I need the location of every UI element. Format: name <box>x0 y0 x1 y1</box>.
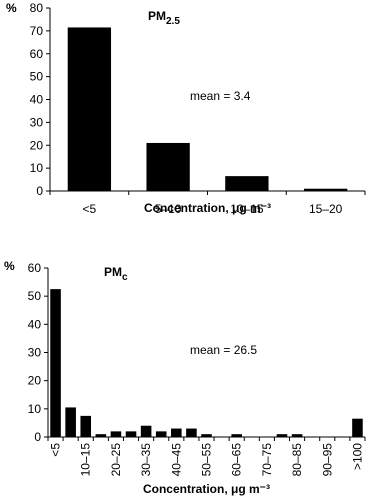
annotation: mean = 26.5 <box>190 343 257 357</box>
bar <box>95 434 107 437</box>
chart: PMc% Concentration, μg m⁻³ mean = 26.5 0 10 2… <box>4 259 366 496</box>
chart-title: PM2.5 <box>148 9 180 27</box>
x-axis-label: Concentration, μg m⁻³ <box>143 482 270 496</box>
x-tick-label: 80–85 <box>290 443 304 477</box>
bar <box>201 434 212 437</box>
y-axis-label: % <box>4 259 15 273</box>
title-main: PM <box>104 265 122 279</box>
bar <box>291 434 303 437</box>
x-tick-label: 10–15 <box>79 443 93 477</box>
x-axis-label: Concentration, μg m⁻³ <box>144 201 271 215</box>
x-tick-label: 5–10 <box>155 202 182 216</box>
bar <box>110 431 122 437</box>
y-tick-label: 40 <box>28 317 42 331</box>
bar <box>67 27 112 191</box>
y-tick-label: 10 <box>30 161 44 175</box>
y-tick-label: 0 <box>36 184 43 198</box>
bar <box>303 188 348 191</box>
x-tick-label: 15–20 <box>309 202 343 216</box>
y-tick-label: 30 <box>30 115 44 129</box>
bar <box>186 428 197 437</box>
y-tick-label: 20 <box>28 374 42 388</box>
chart-title: PMc <box>104 265 128 283</box>
bar <box>155 431 167 437</box>
title-subscript: 2.5 <box>166 16 180 27</box>
x-tick-label: 10–15 <box>230 202 264 216</box>
bar <box>276 434 288 437</box>
bar <box>146 142 190 191</box>
bar <box>352 418 363 437</box>
y-tick-label: 70 <box>30 24 44 38</box>
y-tick-label: 80 <box>30 1 44 15</box>
bar <box>225 176 269 191</box>
y-tick-label: 20 <box>30 138 44 152</box>
x-tick-label: 70–75 <box>260 443 274 477</box>
bar <box>80 415 92 437</box>
bar <box>171 428 182 437</box>
y-tick-label: 40 <box>30 93 44 107</box>
x-tick-label: 40–45 <box>169 443 183 477</box>
y-tick-label: 30 <box>28 346 42 360</box>
y-tick-label: 50 <box>28 289 42 303</box>
x-tick-label: >100 <box>350 443 364 470</box>
y-tick-label: 10 <box>28 402 42 416</box>
bar <box>140 425 152 437</box>
bar <box>125 431 137 437</box>
y-tick-label: 60 <box>30 47 44 61</box>
title-main: PM <box>148 9 166 23</box>
x-tick-label: <5 <box>83 202 97 216</box>
x-tick-label: 60–65 <box>230 443 244 477</box>
bar <box>50 289 61 437</box>
chart: PM2.5% Concentration, μg m⁻³ mean = 3.4 0 10… <box>6 1 366 216</box>
y-axis-label: % <box>6 1 17 15</box>
annotation: mean = 3.4 <box>190 89 251 103</box>
y-tick-label: 60 <box>28 261 42 275</box>
bar <box>231 434 242 437</box>
x-tick-label: 20–25 <box>109 443 123 477</box>
bar <box>65 407 76 437</box>
x-tick-label: 30–35 <box>139 443 153 477</box>
x-tick-label: <5 <box>49 443 63 457</box>
x-tick-label: 90–95 <box>320 443 334 477</box>
title-subscript: c <box>122 272 128 283</box>
y-tick-label: 0 <box>34 430 41 444</box>
y-tick-label: 50 <box>30 70 44 84</box>
x-tick-label: 50–55 <box>200 443 214 477</box>
